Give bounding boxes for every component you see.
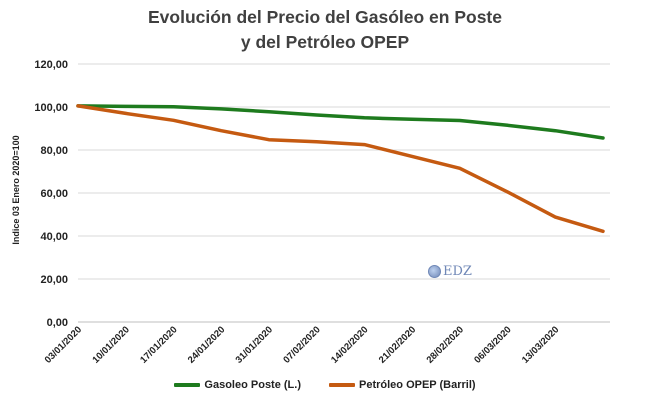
x-tick-label: 21/02/2020: [377, 324, 418, 365]
y-tick-label: 100,00: [34, 102, 68, 114]
legend-label-petroleo: Petróleo OPEP (Barril): [359, 379, 476, 391]
x-tick-label: 17/01/2020: [138, 324, 179, 365]
watermark: EDZ: [428, 264, 472, 279]
x-tick-label: 07/02/2020: [281, 324, 322, 365]
series-line-gasoleo: [76, 104, 605, 140]
x-tick-label: 13/03/2020: [520, 324, 561, 365]
x-tick-label: 28/02/2020: [425, 324, 466, 365]
legend-swatch-gasoleo: [174, 383, 201, 387]
y-tick-label: 40,00: [40, 231, 68, 243]
chart-title-line1: Evolución del Precio del Gasóleo en Post…: [148, 7, 502, 27]
x-tick-label: 10/01/2020: [90, 324, 131, 365]
y-tick-label: 80,00: [40, 145, 68, 157]
x-tick-label: 03/01/2020: [43, 324, 84, 365]
legend: Gasoleo Poste (L.) Petróleo OPEP (Barril…: [0, 379, 650, 391]
y-tick-label: 60,00: [40, 188, 68, 200]
legend-label-gasoleo: Gasoleo Poste (L.): [204, 379, 301, 391]
x-tick-label: 31/01/2020: [234, 324, 275, 365]
watermark-text: EDZ: [443, 264, 472, 279]
x-tick-label: 06/03/2020: [472, 324, 513, 365]
y-axis-label: Indice 03 Enero 2020=100: [11, 135, 21, 244]
x-tick-label: 24/01/2020: [186, 324, 227, 365]
chart-title-line2: y del Petróleo OPEP: [240, 32, 410, 52]
series-line-petroleo: [76, 104, 605, 234]
y-tick-label: 120,00: [34, 59, 68, 71]
globe-icon: [428, 265, 441, 278]
legend-swatch-petroleo: [329, 383, 355, 387]
y-tick-label: 0,00: [47, 317, 68, 329]
legend-item-gasoleo: Gasoleo Poste (L.): [174, 379, 301, 391]
y-tick-label: 20,00: [40, 274, 68, 286]
legend-item-petroleo: Petróleo OPEP (Barril): [329, 379, 476, 391]
x-tick-label: 14/02/2020: [329, 324, 370, 365]
